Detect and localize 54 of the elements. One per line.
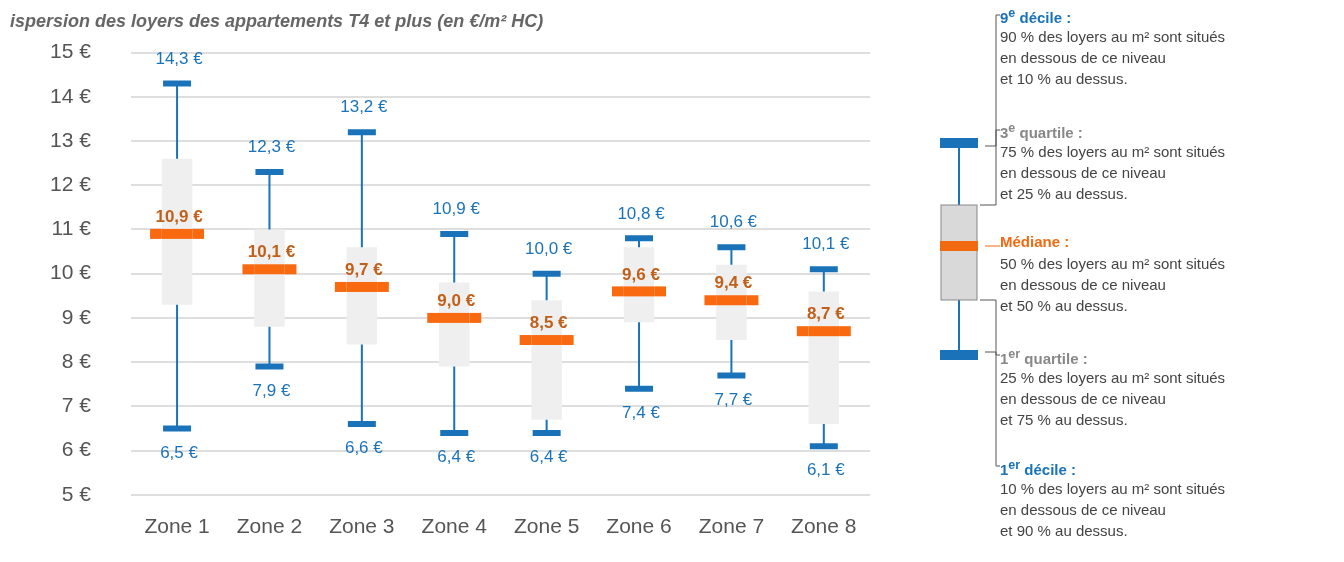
text: 1$^{er}$ quartile : [1000,347,1088,367]
annotation: 6,1 € [806,460,846,480]
text: 75 % des loyers au m² sont situés en dessous de ce niveau et 25 % au dessus. [1000,142,1227,204]
y-tick-label: 13 € [50,127,92,151]
annotation: 10,9 € [155,207,204,227]
y-tick-label: 12 € [50,172,92,196]
annotation: 10,1 € [247,242,296,262]
y-tick-label: 5 € [61,481,92,505]
annotation: 10,9 € [432,199,481,219]
text: 90 % des loyers au m² sont situés en dessous de ce niveau et 10 % au dessus. [1000,27,1227,89]
y-tick-label: 11 € [51,216,92,240]
text: 25 % des loyers au m² sont situés en dessous de ce niveau et 75 % au dessus. [1000,368,1227,430]
y-tick-label: 9 € [61,304,92,328]
annotation: 14,3 € [155,48,204,68]
annotation: 10,6 € [709,212,758,232]
annotation: 6,4 € [529,447,569,467]
x-tick-label: Zone 2 [236,514,303,538]
annotation: 9,6 € [622,264,661,284]
annotation: 12,3 € [247,137,296,157]
y-tick-label: 10 € [50,260,92,284]
text: Médiane : [1000,233,1070,250]
annotation: 6,5 € [160,442,199,462]
annotation: 9,0 € [437,291,476,311]
x-tick-label: Zone 1 [144,514,210,538]
annotation: 8,5 € [529,313,569,333]
x-tick-label: Zone 7 [698,514,765,538]
annotation: 8,7 € [806,304,846,324]
text: 9$^{e}$ décile : [1000,6,1072,26]
annotation: 7,7 € [714,389,753,409]
text: 3$^{e}$ quartile : [1000,121,1083,141]
annotation: 7,4 € [622,402,661,422]
annotation: 6,6 € [344,438,384,458]
annotation: 7,9 € [252,380,291,400]
x-tick-label: Zone 3 [329,514,395,538]
annotation: 10,8 € [617,203,666,223]
text: 50 % des loyers au m² sont situés en dessous de ce niveau et 50 % au dessus. [1000,254,1227,316]
annotation: 10,0 € [525,238,573,258]
annotation: 9,7 € [344,260,384,280]
text: 1$^{er}$ décile : [1000,458,1077,478]
text: 10 % des loyers au m² sont situés en dessous de ce niveau et 90 % au dessus. [1000,479,1227,541]
y-tick-label: 7 € [61,393,92,417]
annotation: 10,1 € [802,234,850,254]
chart-title: ispersion des loyers des appartements T4 et plus (en €/m² HC) [10,10,544,31]
x-tick-label: Zone 8 [791,514,857,538]
annotation: 9,4 € [714,273,753,293]
y-tick-label: 8 € [61,348,92,372]
x-tick-label: Zone 4 [421,514,488,538]
annotation: 13,2 € [340,97,389,117]
y-tick-label: 6 € [61,437,92,461]
y-tick-label: 14 € [50,83,92,107]
annotation: 6,4 € [437,447,476,467]
x-tick-label: Zone 5 [513,514,580,538]
y-tick-label: 15 € [50,39,92,63]
x-tick-label: Zone 6 [606,514,672,538]
